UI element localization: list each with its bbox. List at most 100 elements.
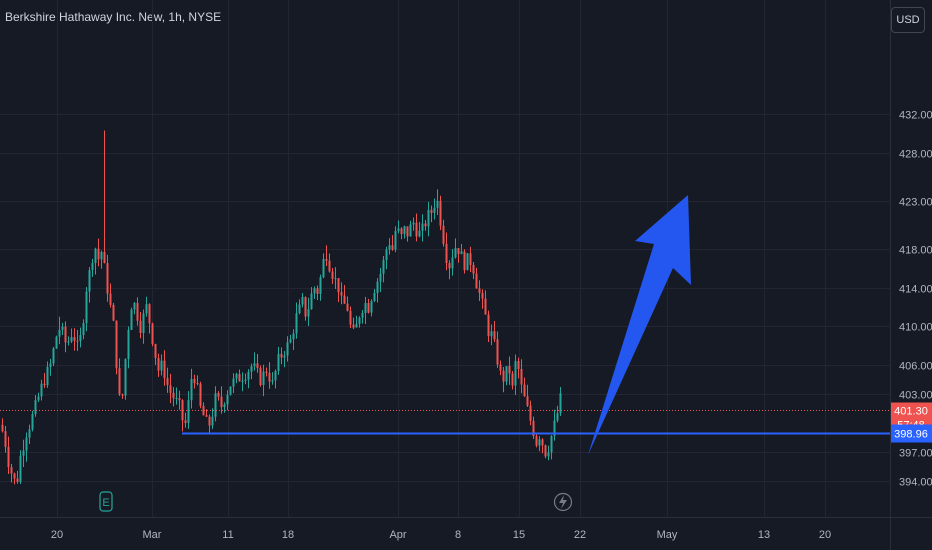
x-tick-label: 11 bbox=[222, 529, 233, 541]
candle-body bbox=[292, 333, 295, 340]
candle-body bbox=[124, 359, 127, 396]
candle-body bbox=[49, 363, 52, 367]
candle-body bbox=[16, 478, 19, 482]
candle-body bbox=[259, 367, 262, 386]
candle-body bbox=[439, 200, 442, 226]
candle-body bbox=[157, 357, 160, 371]
candle-body bbox=[415, 222, 418, 237]
candle-body bbox=[133, 302, 136, 310]
candle-body bbox=[376, 281, 379, 293]
candle-body bbox=[364, 302, 367, 314]
y-tick-label: 432.00 bbox=[899, 110, 932, 122]
candle-body bbox=[319, 277, 322, 294]
candle-body bbox=[58, 329, 61, 337]
candle-body bbox=[328, 260, 331, 272]
candle-body bbox=[535, 436, 538, 446]
overlays: E bbox=[0, 195, 890, 512]
candle-body bbox=[367, 302, 370, 313]
lightning-bolt-icon bbox=[559, 495, 567, 509]
candle-body bbox=[331, 271, 334, 279]
candle-body bbox=[262, 371, 265, 386]
candle-body bbox=[499, 364, 502, 371]
candle-body bbox=[55, 336, 58, 349]
x-tick-label: 20 bbox=[819, 529, 831, 541]
y-tick-label: 423.00 bbox=[899, 197, 932, 209]
candle-body bbox=[487, 314, 490, 337]
candle-body bbox=[22, 450, 25, 456]
candle-body bbox=[424, 223, 427, 227]
candle-body bbox=[421, 223, 424, 231]
candle-body bbox=[4, 431, 7, 447]
candle-body bbox=[475, 273, 478, 289]
candle-body bbox=[202, 405, 205, 416]
candle-body bbox=[502, 370, 505, 382]
y-tick-label: 406.00 bbox=[899, 361, 932, 373]
candle-body bbox=[256, 363, 259, 368]
candle-body bbox=[142, 313, 145, 333]
candle-body bbox=[520, 368, 523, 385]
y-tick-label: 418.00 bbox=[899, 245, 932, 257]
candle-body bbox=[544, 445, 547, 457]
lightning-icon bbox=[553, 492, 573, 512]
candle-body bbox=[304, 296, 307, 317]
candle-body bbox=[406, 226, 409, 237]
candle-body bbox=[82, 323, 85, 336]
candle-body bbox=[313, 288, 316, 294]
candle-body bbox=[382, 260, 385, 274]
candle-body bbox=[85, 291, 88, 324]
candle-body bbox=[91, 263, 94, 271]
candle-body bbox=[322, 259, 325, 278]
candle-body bbox=[295, 313, 298, 334]
candle-body bbox=[250, 366, 253, 372]
y-tick-label: 428.00 bbox=[899, 149, 932, 161]
candle-body bbox=[394, 231, 397, 250]
candle-body bbox=[1, 424, 4, 432]
candle-body bbox=[199, 383, 202, 406]
candle-body bbox=[127, 329, 130, 360]
candle-body bbox=[385, 249, 388, 261]
candle-body bbox=[13, 473, 16, 479]
candle-body bbox=[67, 341, 70, 343]
candle-body bbox=[76, 340, 79, 342]
candle-body bbox=[490, 331, 493, 337]
candle-body bbox=[244, 379, 247, 381]
candle-body bbox=[550, 435, 553, 453]
candle-body bbox=[205, 415, 208, 417]
currency-button[interactable]: USD bbox=[891, 7, 925, 33]
y-tick-label: 403.00 bbox=[899, 390, 932, 402]
candle-body bbox=[529, 405, 532, 421]
candle-body bbox=[553, 420, 556, 436]
candle-body bbox=[211, 416, 214, 426]
candle-body bbox=[433, 207, 436, 213]
last-price-label: 401.30 bbox=[894, 406, 928, 418]
candle-body bbox=[283, 355, 286, 358]
candle-body bbox=[94, 248, 97, 264]
candle-body bbox=[103, 251, 106, 264]
candle-body bbox=[493, 331, 496, 340]
candle-body bbox=[19, 455, 22, 482]
candle-body bbox=[478, 288, 481, 293]
candle-body bbox=[505, 366, 508, 382]
candle-body bbox=[511, 373, 514, 386]
candle-body bbox=[349, 310, 352, 325]
candle-body bbox=[64, 326, 67, 343]
candle-body bbox=[265, 371, 268, 373]
candle-body bbox=[100, 251, 103, 260]
candle-body bbox=[454, 248, 457, 258]
candle-body bbox=[196, 383, 199, 385]
support-price-label: 398.96 bbox=[894, 429, 928, 441]
candle-body bbox=[223, 404, 226, 408]
x-tick-label: 20 bbox=[51, 529, 63, 541]
candle-body bbox=[208, 416, 211, 426]
candle-body bbox=[289, 339, 292, 343]
x-tick-label: 22 bbox=[574, 529, 586, 541]
candle-body bbox=[160, 360, 163, 371]
candle-body bbox=[343, 295, 346, 304]
candle-body bbox=[34, 400, 37, 415]
candle-body bbox=[28, 429, 31, 438]
candle-body bbox=[526, 396, 529, 406]
candle-body bbox=[409, 224, 412, 237]
candle-body bbox=[436, 200, 439, 208]
candle-body bbox=[517, 360, 520, 369]
